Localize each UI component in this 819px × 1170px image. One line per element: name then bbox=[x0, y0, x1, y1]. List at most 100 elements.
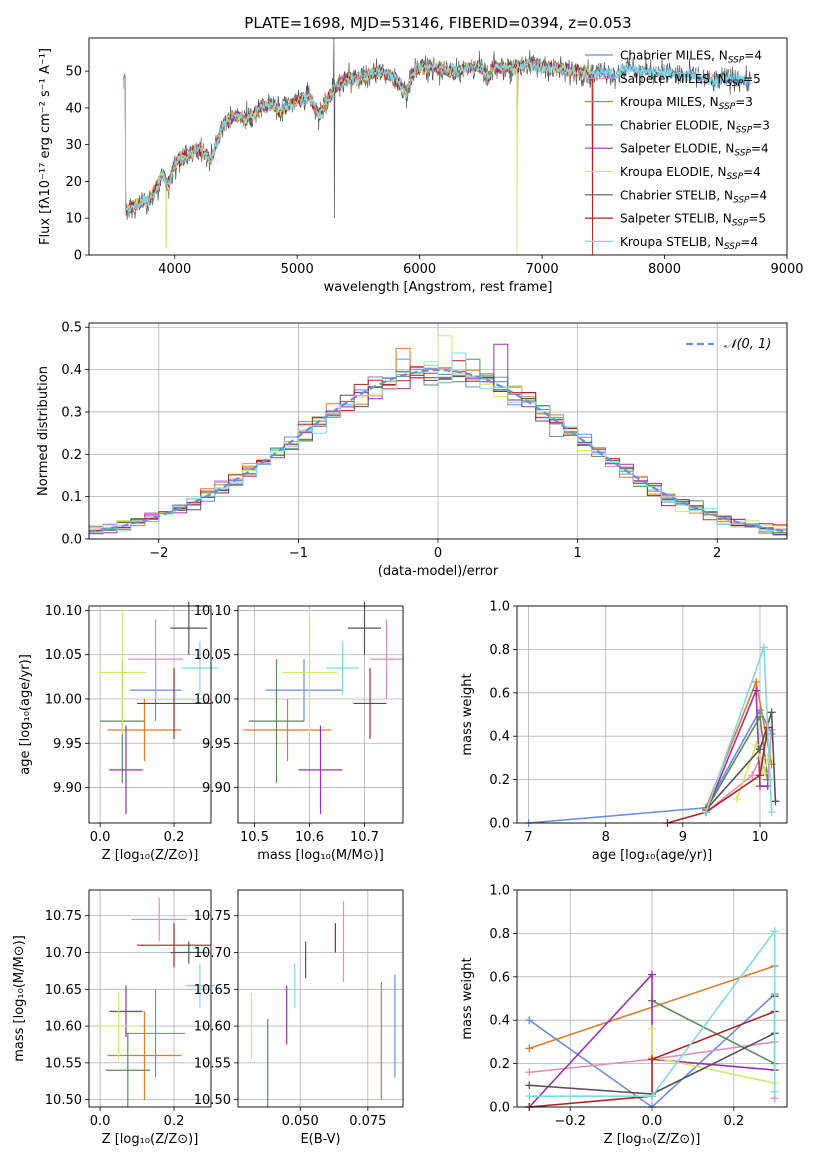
weight-vs-age-ytick-label-2: 0.4 bbox=[489, 730, 510, 745]
weight-vs-age-marker-5-0 bbox=[732, 795, 741, 804]
weight-vs-age-line-7 bbox=[667, 727, 769, 824]
spectrum-frame bbox=[88, 37, 788, 256]
legend-label-3: Chabrier ELODIE, NSSP=3 bbox=[620, 118, 770, 135]
residuals-ylabel: Normed distribution bbox=[36, 366, 51, 496]
weight-vs-age-ytick-label-1: 0.2 bbox=[489, 773, 510, 788]
weight-vs-z-marker-4-1 bbox=[648, 970, 656, 979]
spectrum-ytick-label-1: 10 bbox=[65, 212, 82, 227]
weight-vs-age-marker-5-3 bbox=[763, 753, 772, 762]
mass-vs-ebv-ytick-label-2: 10.60 bbox=[194, 1020, 231, 1035]
weight-vs-age-marker-8-1 bbox=[759, 643, 768, 652]
weight-vs-age-xtick-label-0: 7 bbox=[524, 830, 532, 845]
residuals-ytick-label-2: 0.2 bbox=[61, 448, 82, 463]
mass-vs-z-ytick-label-4: 10.70 bbox=[45, 946, 82, 961]
spectrum-xtick-label-0: 4000 bbox=[158, 262, 191, 277]
legend-sub-5: SSP bbox=[727, 172, 744, 182]
spectrum-ytick-label-2: 20 bbox=[65, 175, 82, 190]
normal-legend-label: 𝒩(0, 1) bbox=[724, 337, 771, 352]
weight-vs-age-ytick-label-3: 0.6 bbox=[489, 686, 510, 701]
mass-vs-z-ytick-label-2: 10.60 bbox=[45, 1020, 82, 1035]
weight-vs-z-marker-5-0 bbox=[648, 1024, 656, 1033]
weight-vs-z-marker-2-0 bbox=[525, 1044, 534, 1053]
age-vs-z-axes: 0.0 0.2 9.90 9.95 10.00 10.05 10.10 Z [log₁₀(Z/… bbox=[18, 604, 211, 863]
weight-vs-z-ytick-label-5: 1.0 bbox=[489, 884, 510, 899]
weight-vs-age-marker-4-1 bbox=[752, 686, 761, 695]
mass-vs-ebv-ytick-label-1: 10.55 bbox=[194, 1056, 231, 1071]
weight-vs-z-marker-7-2 bbox=[648, 1055, 656, 1064]
mass-vs-ebv-xtick-label-0: 0.050 bbox=[282, 1114, 319, 1129]
age-vs-z-xtick-label-1: 0.2 bbox=[164, 830, 185, 845]
legend-name-5: Kroupa ELODIE, N bbox=[620, 165, 727, 179]
mass-vs-z-ylabel: mass [log₁₀(M/M⊙)] bbox=[12, 935, 27, 1062]
mass-vs-z-ytick-label-5: 10.75 bbox=[45, 909, 82, 924]
residuals-ytick-label-4: 0.4 bbox=[61, 363, 82, 378]
spectrum-xtick-label-5: 9000 bbox=[770, 262, 803, 277]
weight-vs-z-marker-8-1 bbox=[648, 1092, 656, 1101]
legend-tail-0: =4 bbox=[744, 49, 762, 63]
legend-label-0: Chabrier MILES, NSSP=4 bbox=[620, 49, 762, 66]
residual-hist bbox=[89, 335, 787, 538]
legend-sub-2: SSP bbox=[719, 102, 736, 112]
weight-vs-age-marker-2-1 bbox=[752, 677, 761, 686]
weight-vs-age-marker-8-2 bbox=[767, 808, 776, 817]
age-vs-mass-xtick-label-0: 10.5 bbox=[240, 830, 269, 845]
spectrum-lines bbox=[122, 38, 751, 255]
mass-vs-ebv-points bbox=[250, 901, 396, 1107]
weight-vs-z-xlabel: Z [log₁₀(Z/Z⊙)] bbox=[604, 1132, 701, 1147]
age-vs-mass-axes: 10.5 10.6 10.7 9.90 9.95 10.00 10.05 10.10 mass … bbox=[194, 604, 403, 863]
weight-vs-age-ylabel: mass weight bbox=[460, 673, 475, 755]
mass-vs-z-ytick-label-3: 10.65 bbox=[45, 983, 82, 998]
weight-vs-z-ytick-label-2: 0.4 bbox=[489, 1014, 510, 1029]
weight-vs-age-marker-5-1 bbox=[752, 740, 761, 749]
age-vs-mass-xlabel: mass [log₁₀(M/M⊙)] bbox=[257, 848, 384, 863]
weight-vs-z-ytick-label-0: 0.0 bbox=[489, 1101, 510, 1116]
mass-vs-ebv-ytick-label-0: 10.50 bbox=[194, 1093, 231, 1108]
residuals-xtick-label-4: 2 bbox=[713, 546, 721, 561]
age-vs-mass-ytick-label-3: 10.05 bbox=[194, 648, 231, 663]
legend-name-2: Kroupa MILES, N bbox=[620, 95, 719, 109]
weight-vs-age-line-6 bbox=[705, 712, 777, 811]
age-vs-mass-ytick-label-0: 9.90 bbox=[202, 781, 231, 796]
legend-tail-7: =5 bbox=[748, 212, 766, 226]
weight-vs-age-ytick-label-5: 1.0 bbox=[489, 600, 510, 615]
weight-vs-z-line-4 bbox=[528, 972, 775, 1108]
age-vs-mass-ytick-label-1: 9.95 bbox=[202, 737, 231, 752]
legend-name-8: Kroupa STELIB, N bbox=[620, 235, 724, 249]
spectrum-series-salpeter-stelib bbox=[122, 58, 594, 255]
weight-vs-z-line-7 bbox=[529, 1010, 775, 1108]
legend-tail-4: =4 bbox=[751, 142, 769, 156]
legend-sub-0: SSP bbox=[728, 56, 745, 66]
legend-sub-4: SSP bbox=[734, 149, 751, 159]
legend-name-3: Chabrier ELODIE, N bbox=[620, 118, 736, 132]
age-vs-mass-ytick-label-2: 10.00 bbox=[194, 693, 231, 708]
age-vs-z-frame bbox=[88, 605, 212, 824]
weight-vs-z-ytick-label-3: 0.6 bbox=[489, 970, 510, 985]
spectrum-series-kroupa-elodie bbox=[122, 60, 594, 255]
residuals-axes: −2 −1 0 1 2 0.0 0.1 0.2 0.3 0.4 0.5 (data-model)/er… bbox=[36, 321, 787, 579]
weight-vs-age-axes: 7 8 9 10 0.0 0.2 0.4 0.6 0.8 1.0 age [log₁₀(age/yr… bbox=[460, 600, 787, 863]
hist-kroupa-stelib bbox=[89, 352, 787, 534]
weight-vs-age-marker-6-1 bbox=[756, 745, 764, 754]
weight-vs-z-marker-6-0 bbox=[525, 1081, 534, 1090]
legend-tail-3: =3 bbox=[752, 118, 770, 132]
legend-tail-5: =4 bbox=[743, 165, 761, 179]
residuals-ytick-label-0: 0.0 bbox=[61, 533, 82, 548]
weight-vs-z-xtick-label-0: −0.2 bbox=[554, 1114, 586, 1129]
normal-curve bbox=[89, 368, 785, 533]
spectrum-xlabel: wavelength [Angstrom, rest frame] bbox=[324, 280, 553, 295]
weight-vs-z-marker-1-0 bbox=[525, 1068, 534, 1077]
legend-name-0: Chabrier MILES, N bbox=[620, 49, 728, 63]
residuals-xtick-label-2: 0 bbox=[434, 546, 442, 561]
mass-vs-z-axes: 0.0 0.2 10.50 10.55 10.60 10.65 10.70 10.75 Z [l… bbox=[12, 890, 211, 1147]
weight-vs-z-xtick-label-2: 0.2 bbox=[723, 1114, 744, 1129]
legend-name-1: Salpeter MILES, N bbox=[620, 72, 727, 86]
spectrum-ytick-label-3: 30 bbox=[65, 138, 82, 153]
legend-label-5: Kroupa ELODIE, NSSP=4 bbox=[620, 165, 761, 182]
legend-sub-1: SSP bbox=[727, 79, 744, 89]
weight-vs-z-xtick-label-1: 0.0 bbox=[642, 1114, 663, 1129]
legend-name-4: Salpeter ELODIE, N bbox=[620, 142, 734, 156]
weight-vs-age-ytick-label-0: 0.0 bbox=[489, 817, 510, 832]
weight-vs-age-ytick-label-4: 0.8 bbox=[489, 643, 510, 658]
